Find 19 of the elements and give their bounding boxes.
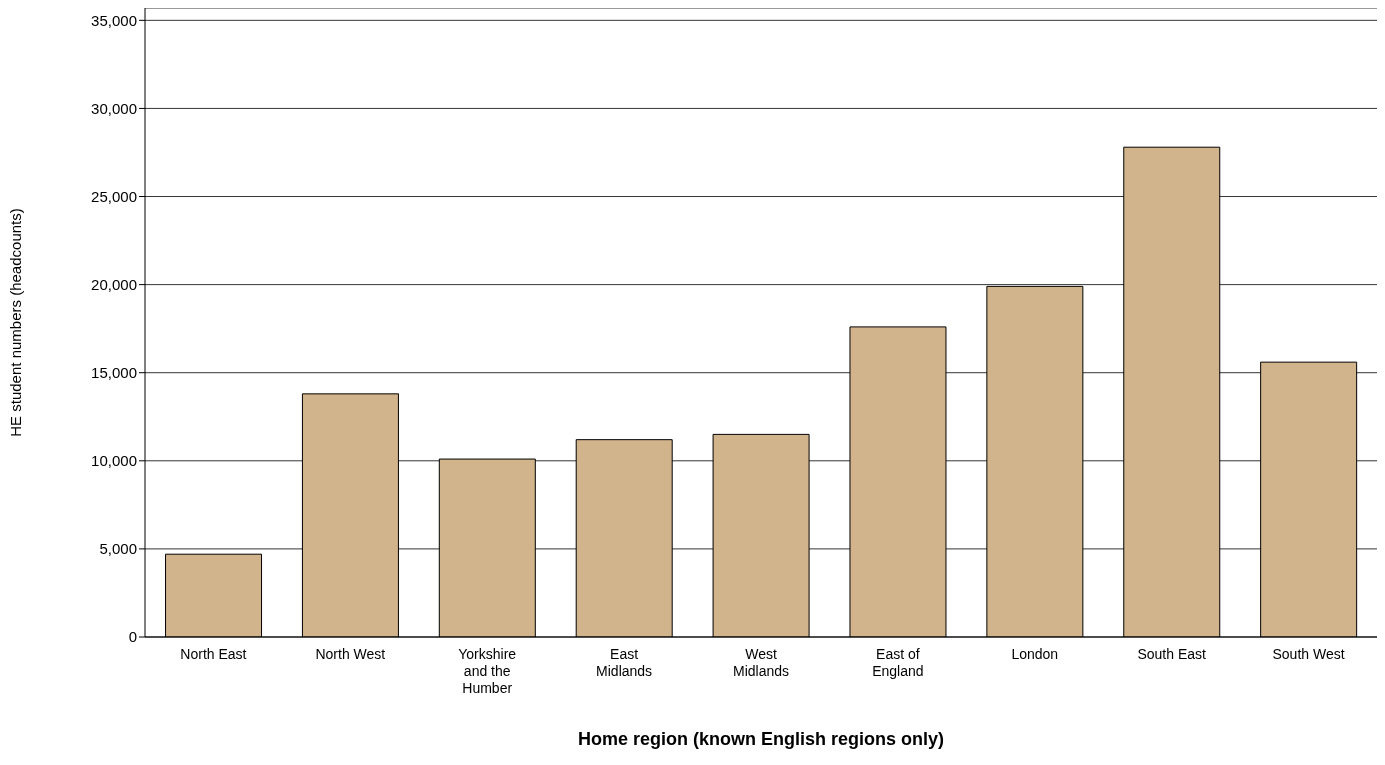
y-axis-title: HE student numbers (headcounts): [7, 208, 25, 437]
y-tick-label: 5,000: [99, 540, 137, 558]
x-tick-label: Yorkshire and the Humber: [458, 646, 517, 696]
x-tick-label: South East: [1137, 646, 1207, 662]
y-tick-label: 25,000: [91, 187, 137, 205]
x-axis-title: Home region (known English regions only): [577, 729, 945, 749]
y-tick-label: 20,000: [91, 275, 137, 293]
y-tick-label: 30,000: [91, 99, 137, 117]
y-tick-label: 10,000: [91, 452, 137, 470]
y-tick-label: 15,000: [91, 364, 137, 382]
x-tick-label: North East: [180, 646, 247, 662]
x-tick-label: West Midlands: [732, 646, 790, 679]
x-tick-label: East Midlands: [596, 646, 653, 679]
x-tick-label: North West: [315, 646, 386, 662]
y-tick-label: 35,000: [91, 11, 137, 29]
x-tick-label: London: [1011, 646, 1059, 662]
x-tick-label: East of England: [872, 646, 924, 679]
x-tick-label: South West: [1272, 646, 1345, 662]
y-tick-label: 0: [128, 628, 137, 646]
